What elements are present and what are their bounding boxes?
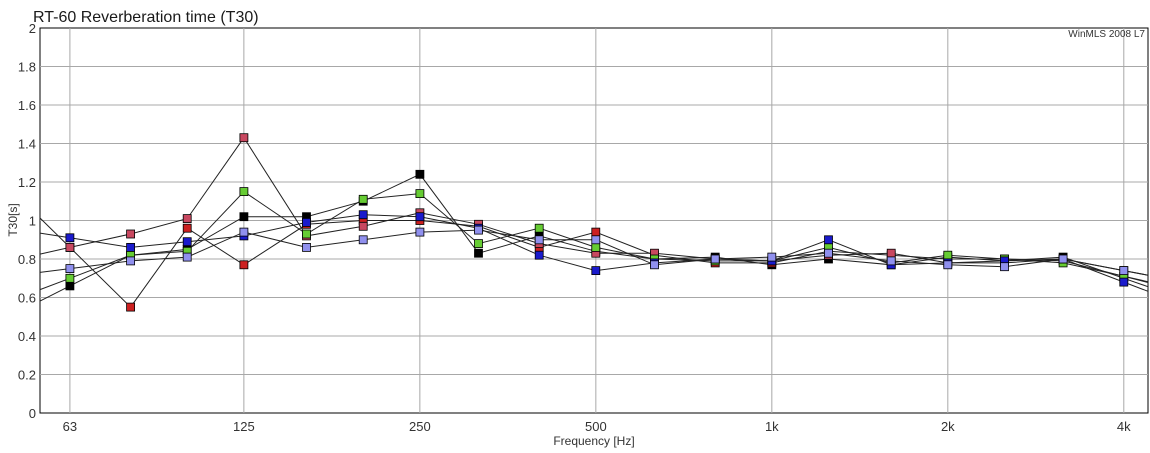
y-tick-label: 1.8: [18, 60, 36, 75]
data-point: [183, 253, 191, 261]
data-point: [592, 267, 600, 275]
data-point: [240, 228, 248, 236]
data-point: [1120, 278, 1128, 286]
data-point: [416, 213, 424, 221]
data-point: [359, 222, 367, 230]
data-point: [1120, 267, 1128, 275]
data-point: [303, 218, 311, 226]
y-tick-label: 0.6: [18, 291, 36, 306]
x-tick-label: 500: [585, 419, 607, 434]
data-point: [66, 243, 74, 251]
data-point: [944, 261, 952, 269]
data-point: [592, 243, 600, 251]
x-tick-label: 250: [409, 419, 431, 434]
data-point: [240, 261, 248, 269]
data-point: [183, 215, 191, 223]
y-tick-label: 0: [29, 406, 36, 421]
y-tick-label: 1: [29, 214, 36, 229]
x-tick-label: 63: [63, 419, 77, 434]
data-point: [535, 224, 543, 232]
data-point: [944, 251, 952, 259]
y-tick-label: 1.6: [18, 98, 36, 113]
data-point: [127, 303, 135, 311]
data-point: [1001, 263, 1009, 271]
data-point: [768, 253, 776, 261]
data-point: [240, 213, 248, 221]
data-point: [127, 243, 135, 251]
y-tick-label: 0.4: [18, 329, 36, 344]
data-point: [416, 190, 424, 198]
y-tick-label: 0.2: [18, 368, 36, 383]
y-axis-label: T30[s]: [6, 203, 20, 236]
x-axis-label: Frequency [Hz]: [553, 434, 634, 448]
data-point: [66, 265, 74, 273]
x-tick-label: 4k: [1117, 419, 1131, 434]
data-point: [183, 238, 191, 246]
data-point: [303, 243, 311, 251]
data-point: [651, 261, 659, 269]
data-point: [416, 228, 424, 236]
x-tick-label: 125: [233, 419, 255, 434]
data-point: [303, 230, 311, 238]
data-point: [1059, 255, 1067, 263]
y-tick-label: 1.4: [18, 137, 36, 152]
data-point: [825, 236, 833, 244]
data-point: [183, 224, 191, 232]
data-point: [475, 240, 483, 248]
data-point: [475, 226, 483, 234]
data-point: [416, 170, 424, 178]
data-point: [359, 211, 367, 219]
data-point: [887, 257, 895, 265]
y-tick-label: 0.8: [18, 252, 36, 267]
y-tick-label: 1.2: [18, 175, 36, 190]
data-point: [66, 234, 74, 242]
data-point: [592, 228, 600, 236]
data-point: [887, 249, 895, 257]
data-point: [825, 249, 833, 257]
data-point: [475, 249, 483, 257]
data-point: [711, 255, 719, 263]
data-point: [240, 134, 248, 142]
data-point: [535, 251, 543, 259]
x-tick-label: 1k: [765, 419, 779, 434]
data-point: [359, 195, 367, 203]
data-point: [127, 257, 135, 265]
data-point: [592, 236, 600, 244]
data-point: [127, 230, 135, 238]
x-tick-label: 2k: [941, 419, 955, 434]
data-point: [535, 236, 543, 244]
watermark-text: WinMLS 2008 L7: [1068, 29, 1145, 40]
data-point: [66, 274, 74, 282]
data-point: [359, 236, 367, 244]
chart-title: RT-60 Reverberation time (T30): [33, 9, 259, 26]
data-point: [66, 282, 74, 290]
data-point: [240, 188, 248, 196]
